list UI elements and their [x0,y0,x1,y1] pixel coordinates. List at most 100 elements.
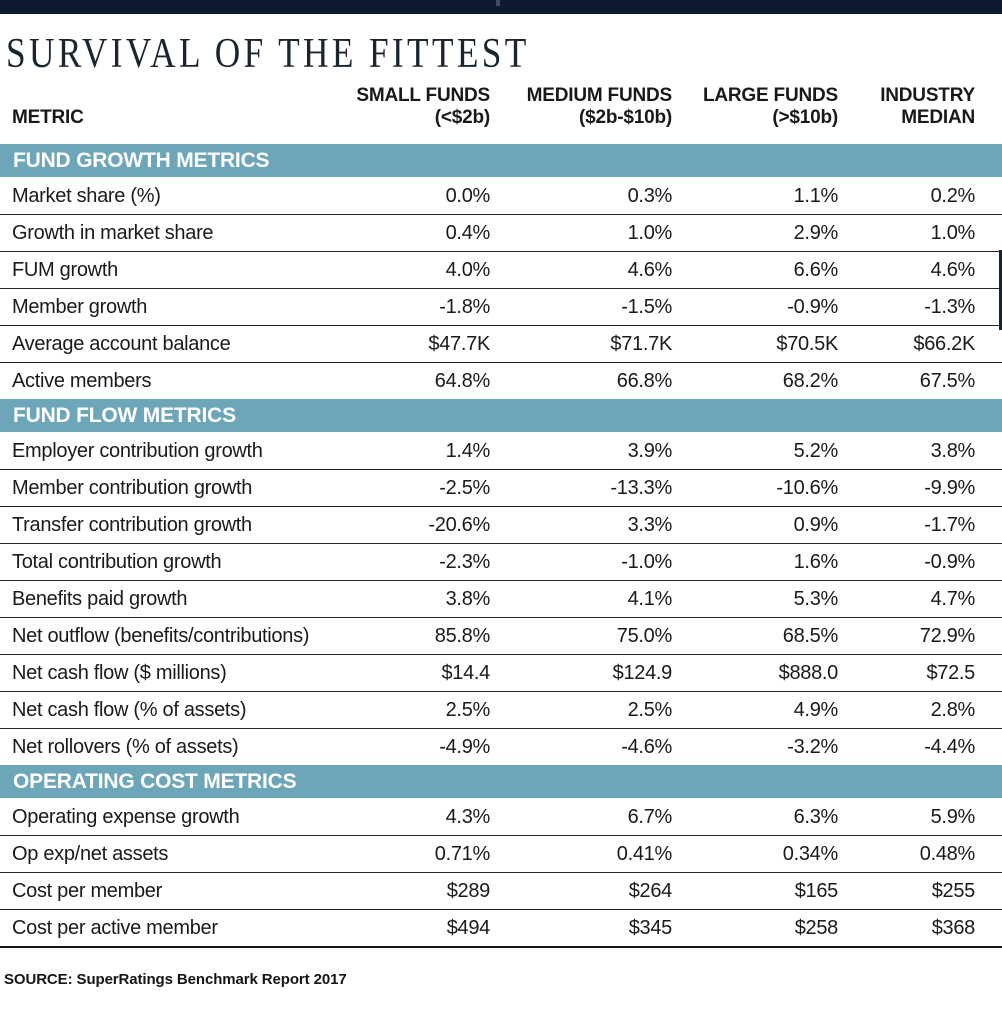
metric-cell: FUM growth [12,259,118,281]
table-row: Member contribution growth -2.5% -13.3% -10… [0,469,1002,506]
value-cell: -2.5% [439,477,490,499]
value-cell: 1.0% [930,222,976,244]
metric-cell: Member growth [12,296,148,318]
metric-cell: Total contribution growth [12,551,222,573]
metrics-table: METRIC SMALL FUNDS (<$2b) MEDIUM FUNDS ($2b… [0,85,1002,948]
value-cell: 5.2% [793,439,839,462]
section-header: FUND FLOW METRICS [0,399,1002,432]
metric-cell: Member contribution growth [12,477,253,499]
value-cell: 3.9% [627,439,673,462]
value-cell: -1.8% [439,296,490,318]
column-header-line1: SMALL FUNDS [356,85,490,106]
value-cell: -13.3% [610,477,672,499]
value-cell: 0.3% [627,184,673,207]
crop-mark [496,0,500,6]
value-cell: 4.6% [627,259,673,281]
value-cell: $66.2K [913,333,975,355]
table-body: FUND GROWTH METRICS Market share (%) 0.0% 0… [0,144,1002,948]
value-cell: -9.9% [924,477,975,499]
column-header-line1: LARGE FUNDS [702,85,838,106]
value-cell: -20.6% [428,514,490,536]
metric-cell: Transfer contribution growth [12,514,252,536]
value-cell: 0.9% [793,514,839,536]
value-cell: 66.8% [616,370,673,392]
value-cell: $345 [628,917,673,939]
table-row: FUM growth 4.0% 4.6% 6.6% 4.6% [0,251,1002,288]
column-header-metric: METRIC [12,107,84,128]
value-cell: 4.1% [627,588,673,610]
metric-cell: Operating expense growth [12,805,240,828]
value-cell: $72.5 [926,662,975,684]
value-cell: -1.7% [924,514,975,536]
value-cell: 4.0% [445,259,491,281]
metric-cell: Market share (%) [12,184,161,207]
column-header-1: SMALL FUNDS (<$2b) [330,85,490,129]
table-row: Benefits paid growth 3.8% 4.1% 5.3% 4.7% [0,580,1002,617]
value-cell: 64.8% [434,370,491,392]
source-note: SOURCE: SuperRatings Benchmark Report 20… [4,971,347,988]
table-row: Operating expense growth 4.3% 6.7% 6.3% 5.9% [0,798,1002,835]
value-cell: $47.7K [428,333,490,355]
section-rows: Market share (%) 0.0% 0.3% 1.1% 0.2% Growth i… [0,177,1002,399]
table-row: Net cash flow (% of assets) 2.5% 2.5% 4.9% 2… [0,691,1002,728]
value-cell: $258 [794,917,839,939]
section-rows: Employer contribution growth 1.4% 3.9% 5.2%… [0,432,1002,765]
top-accent-bar [0,0,1002,14]
value-cell: 2.5% [445,699,491,721]
table-header-row: METRIC SMALL FUNDS (<$2b) MEDIUM FUNDS ($2b… [0,85,1002,144]
value-cell: 0.4% [445,222,491,244]
value-cell: $70.5K [776,333,838,355]
table-row: Growth in market share 0.4% 1.0% 2.9% 1.0% [0,214,1002,251]
column-header-line2: (<$2b) [434,107,490,128]
value-cell: 0.0% [445,184,491,207]
metric-cell: Active members [12,370,152,392]
value-cell: 0.34% [782,843,839,865]
metric-cell: Op exp/net assets [12,843,169,865]
value-cell: 5.9% [930,805,976,828]
value-cell: 0.71% [434,843,491,865]
value-cell: 68.2% [782,370,839,392]
column-header-2: MEDIUM FUNDS ($2b-$10b) [490,85,673,129]
metric-cell: Net outflow (benefits/contributions) [12,625,310,647]
metric-cell: Net rollovers (% of assets) [12,736,239,758]
table-row: Net outflow (benefits/contributions) 85.8… [0,617,1002,654]
metric-cell: Growth in market share [12,222,214,244]
column-header-4: INDUSTRY MEDIAN [838,85,975,129]
metric-cell: Net cash flow (% of assets) [12,699,247,721]
value-cell: 0.41% [616,843,673,865]
section-rows: Operating expense growth 4.3% 6.7% 6.3% 5.9%… [0,798,1002,946]
value-cell: 67.5% [919,370,976,392]
value-cell: -4.4% [924,736,975,758]
value-cell: $255 [931,880,976,902]
table-row: Cost per member $289 $264 $165 $255 [0,872,1002,909]
column-header-line2: MEDIAN [901,107,975,128]
table-row: Total contribution growth -2.3% -1.0% 1.6% -… [0,543,1002,580]
value-cell: 6.7% [627,805,673,828]
value-cell: 85.8% [434,625,491,647]
value-cell: 3.3% [627,514,673,536]
table-row: Transfer contribution growth -20.6% 3.3% 0.… [0,506,1002,543]
value-cell: 3.8% [445,588,491,610]
value-cell: $289 [446,880,491,902]
value-cell: -0.9% [787,296,838,318]
value-cell: 6.3% [793,805,839,828]
value-cell: 68.5% [782,625,839,647]
table-row: Member growth -1.8% -1.5% -0.9% -1.3% [0,288,1002,325]
column-header-3: LARGE FUNDS (>$10b) [672,85,838,129]
value-cell: -4.6% [621,736,672,758]
page-title: SURVIVAL OF THE FITTEST [6,31,530,77]
table-row: Op exp/net assets 0.71% 0.41% 0.34% 0.48% [0,835,1002,872]
metric-cell: Average account balance [12,333,231,355]
value-cell: $165 [794,880,839,902]
value-cell: 1.1% [793,184,839,207]
value-cell: -4.9% [439,736,490,758]
value-cell: $71.7K [610,333,672,355]
value-cell: 6.6% [793,259,839,281]
value-cell: -1.5% [621,296,672,318]
value-cell: 3.8% [930,439,976,462]
value-cell: 0.48% [919,843,976,865]
column-header-line1: INDUSTRY [880,85,975,106]
value-cell: 1.6% [793,551,839,573]
value-cell: -0.9% [924,551,975,573]
table-row: Market share (%) 0.0% 0.3% 1.1% 0.2% [0,177,1002,214]
